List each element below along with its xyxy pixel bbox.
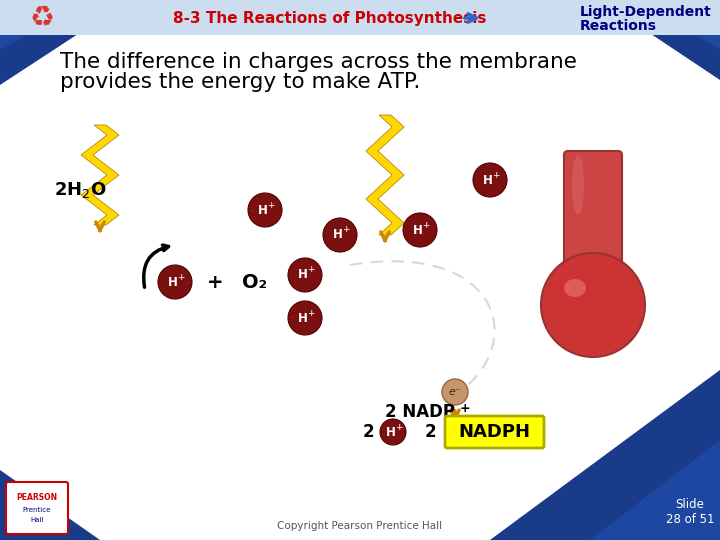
Text: 2: 2 <box>424 423 436 441</box>
Text: Copyright Pearson Prentice Hall: Copyright Pearson Prentice Hall <box>277 521 443 531</box>
Polygon shape <box>0 470 100 540</box>
Text: +: + <box>395 422 402 431</box>
Text: +: + <box>307 308 315 318</box>
Text: H: H <box>168 275 178 288</box>
Text: H: H <box>298 268 308 281</box>
Ellipse shape <box>564 279 586 297</box>
Circle shape <box>288 258 322 292</box>
Text: 8-3 The Reactions of Photosynthesis: 8-3 The Reactions of Photosynthesis <box>174 10 487 25</box>
Text: H: H <box>258 204 268 217</box>
Text: +: + <box>342 226 350 234</box>
FancyBboxPatch shape <box>564 151 622 279</box>
Text: +: + <box>307 266 315 274</box>
Circle shape <box>473 163 507 197</box>
Bar <box>0 0 720 35</box>
Text: +: + <box>460 402 471 415</box>
Polygon shape <box>600 0 720 80</box>
Ellipse shape <box>572 155 584 215</box>
Text: O₂: O₂ <box>243 273 268 292</box>
Text: e⁻: e⁻ <box>449 387 462 397</box>
Polygon shape <box>0 0 90 50</box>
Circle shape <box>323 218 357 252</box>
Circle shape <box>442 379 468 405</box>
Text: provides the energy to make ATP.: provides the energy to make ATP. <box>60 72 420 92</box>
Text: +: + <box>207 273 223 292</box>
Text: +: + <box>267 200 275 210</box>
Text: 2: 2 <box>362 423 374 441</box>
Polygon shape <box>366 115 404 235</box>
Text: ♻: ♻ <box>30 4 55 32</box>
Text: Prentice: Prentice <box>23 507 51 513</box>
Text: PEARSON: PEARSON <box>17 494 58 503</box>
Text: H: H <box>386 426 396 438</box>
Circle shape <box>541 253 645 357</box>
Text: NADPH: NADPH <box>458 423 530 441</box>
Text: +: + <box>492 171 500 179</box>
FancyBboxPatch shape <box>6 482 68 534</box>
Polygon shape <box>490 370 720 540</box>
Text: Light-Dependent: Light-Dependent <box>580 5 712 19</box>
Polygon shape <box>640 0 720 50</box>
Text: 2H$_2$O: 2H$_2$O <box>54 180 107 200</box>
Polygon shape <box>0 0 130 85</box>
Text: H: H <box>333 228 343 241</box>
Text: Reactions: Reactions <box>580 19 657 33</box>
Text: The difference in charges across the membrane: The difference in charges across the mem… <box>60 52 577 72</box>
Text: +: + <box>422 220 430 230</box>
Polygon shape <box>590 440 720 540</box>
Circle shape <box>248 193 282 227</box>
Text: Hall: Hall <box>30 517 44 523</box>
Circle shape <box>158 265 192 299</box>
FancyBboxPatch shape <box>445 416 544 448</box>
Text: Slide
28 of 51: Slide 28 of 51 <box>666 498 714 526</box>
Text: 2 NADP: 2 NADP <box>385 403 455 421</box>
Circle shape <box>403 213 437 247</box>
Text: H: H <box>483 173 493 186</box>
Circle shape <box>380 419 406 445</box>
Text: H: H <box>413 224 423 237</box>
Text: +: + <box>177 273 185 281</box>
Circle shape <box>288 301 322 335</box>
Polygon shape <box>81 125 119 225</box>
Text: H: H <box>298 312 308 325</box>
